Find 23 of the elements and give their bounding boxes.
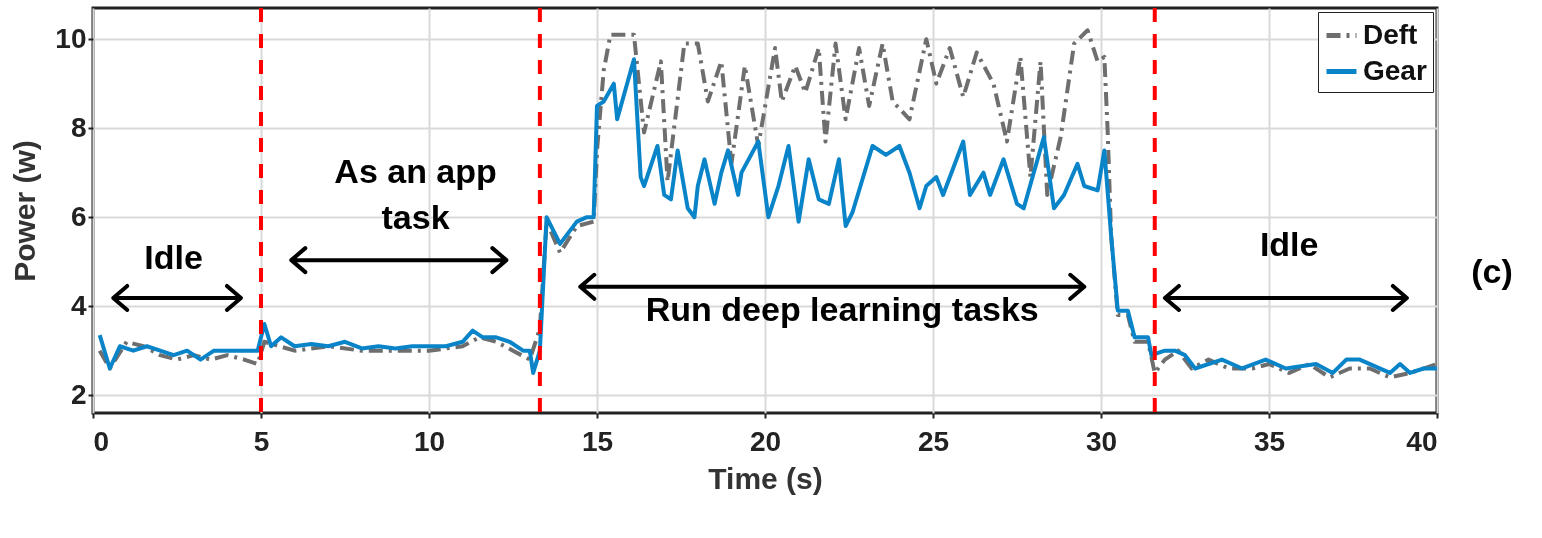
annotation: As an app task xyxy=(334,151,497,236)
y-tick-label: 10 xyxy=(55,22,87,54)
legend-label: Deft xyxy=(1363,18,1418,50)
annotation: Idle xyxy=(144,238,203,277)
annotation: Idle xyxy=(1259,225,1319,264)
y-axis-title: Power (w) xyxy=(8,140,42,282)
y-tick-label: 2 xyxy=(70,378,87,410)
x-tick-label: 10 xyxy=(413,425,446,457)
x-tick-label: 20 xyxy=(749,425,782,457)
text: (c) xyxy=(1471,251,1513,290)
x-tick-label: 40 xyxy=(1406,425,1438,457)
x-tick-label: 25 xyxy=(917,425,950,457)
y-tick-label: 4 xyxy=(70,289,87,321)
annotation: Run deep learning tasks xyxy=(645,289,1039,328)
legend-label: Gear xyxy=(1363,54,1427,86)
x-tick-label: 5 xyxy=(253,425,270,457)
x-tick-label: 0 xyxy=(93,425,110,457)
y-tick-label: 6 xyxy=(70,200,87,232)
x-axis-title: Time (s) xyxy=(708,461,823,495)
x-tick-label: 30 xyxy=(1085,425,1118,457)
y-tick-label: 8 xyxy=(70,111,87,143)
x-tick-label: 35 xyxy=(1253,425,1286,457)
x-tick-label: 15 xyxy=(581,425,614,457)
